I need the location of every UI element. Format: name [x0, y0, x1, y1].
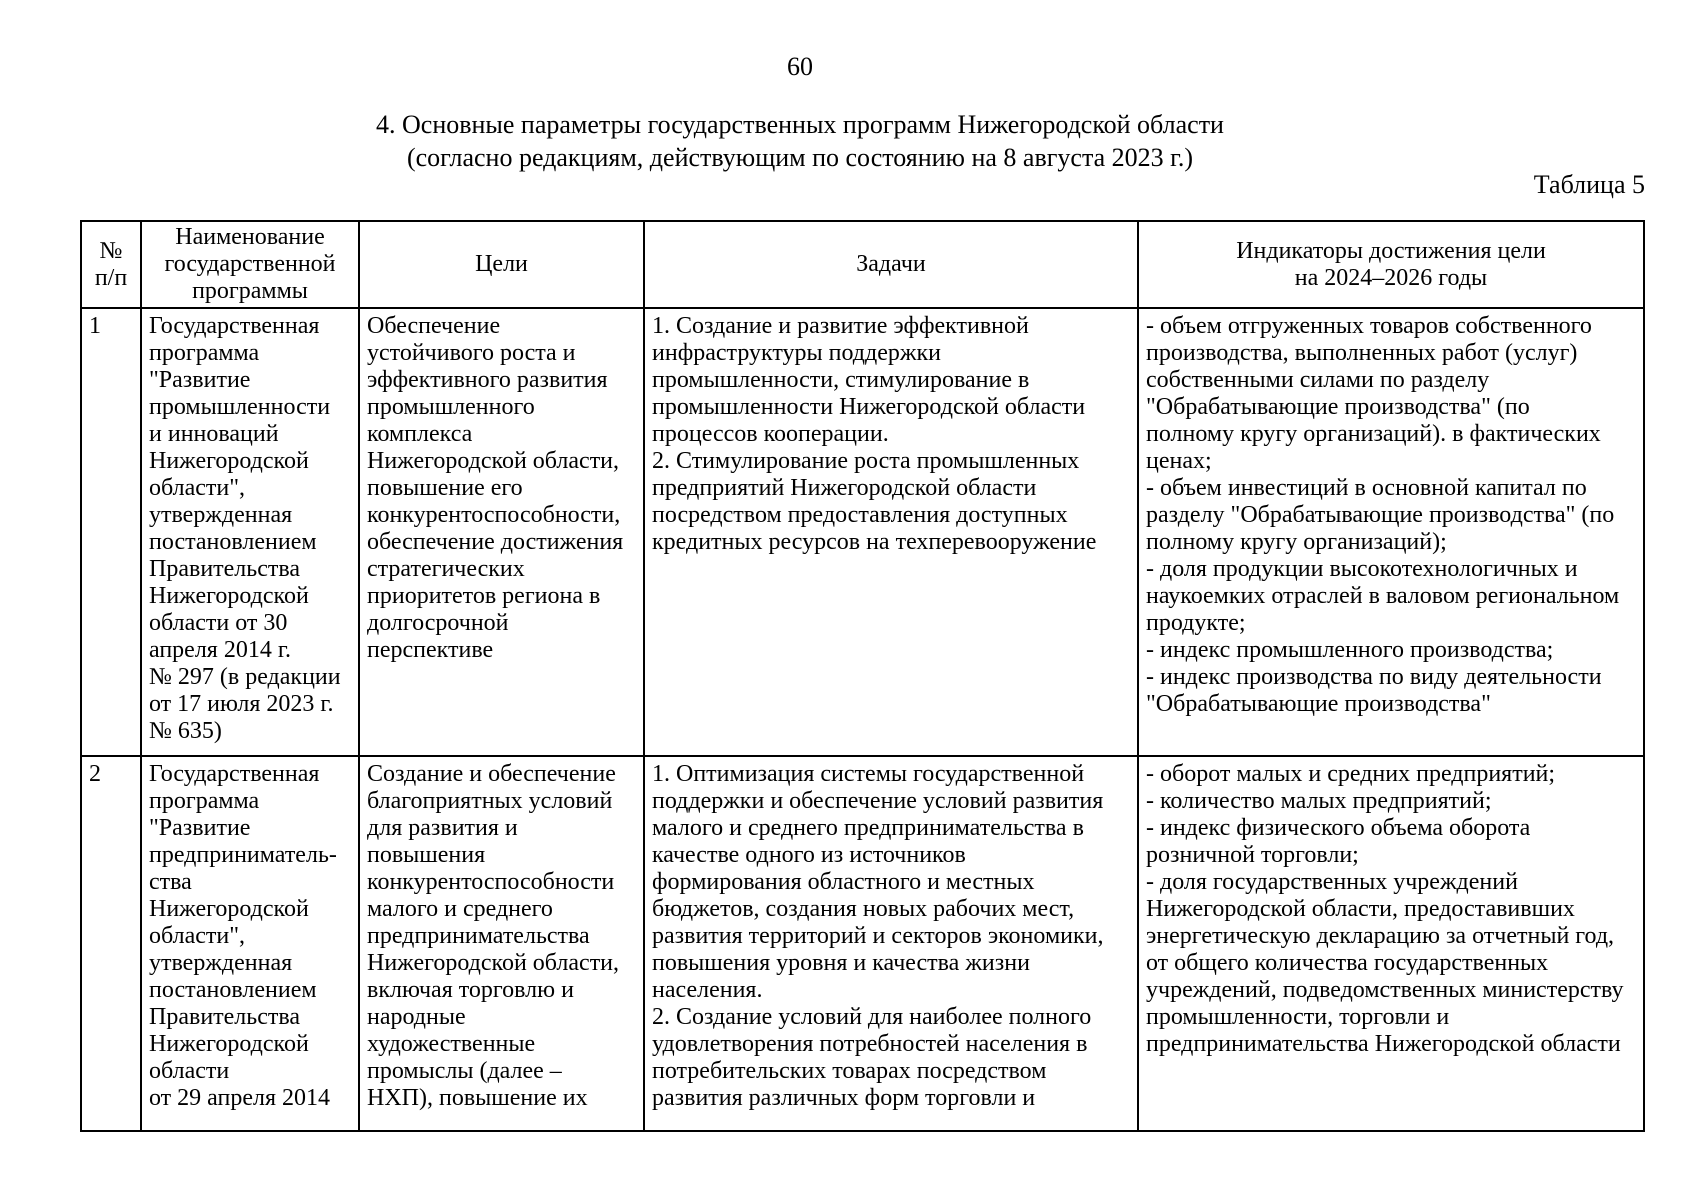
row1-program-name-cell: Государственная программа "Развитие пром… [140, 307, 360, 757]
row2-program-name-cell: Государственная программа "Развитие пред… [140, 755, 360, 1132]
row1-tasks-cell: 1. Создание и развитие эффективной инфра… [643, 307, 1139, 757]
col-header-program-name: Наименование государственной программы [140, 220, 360, 309]
row1-goals-cell: Обеспечение устойчивого роста и эффектив… [358, 307, 645, 757]
document-title-line-1: 4. Основные параметры государственных пр… [376, 110, 1224, 139]
table-row: 1 Государственная программа "Развитие пр… [80, 307, 1645, 757]
col-header-tasks: Задачи [643, 220, 1139, 309]
table-row: 2 Государственная программа "Развитие пр… [80, 755, 1645, 1132]
table-caption: Таблица 5 [1533, 170, 1645, 199]
document-title: 4. Основные параметры государственных пр… [0, 108, 1600, 174]
row2-goals-cell: Создание и обеспечение благоприятных усл… [358, 755, 645, 1132]
row2-indicators-cell: - оборот малых и средних предприятий; - … [1137, 755, 1645, 1132]
header-row: № п/п Наименование государственной прогр… [80, 220, 1645, 309]
row2-tasks-cell: 1. Оптимизация системы государственной п… [643, 755, 1139, 1132]
row2-number-cell: 2 [80, 755, 142, 1132]
col-header-number: № п/п [80, 220, 142, 309]
page-number: 60 [787, 52, 813, 81]
col-header-indicators: Индикаторы достижения цели на 2024–2026 … [1137, 220, 1645, 309]
document-title-line-2: (согласно редакциям, действующим по сост… [406, 143, 1194, 172]
programs-table: № п/п Наименование государственной прогр… [80, 220, 1645, 1132]
col-header-goals: Цели [358, 220, 645, 309]
row1-indicators-cell: - объем отгруженных товаров собственного… [1137, 307, 1645, 757]
row1-number-cell: 1 [80, 307, 142, 757]
